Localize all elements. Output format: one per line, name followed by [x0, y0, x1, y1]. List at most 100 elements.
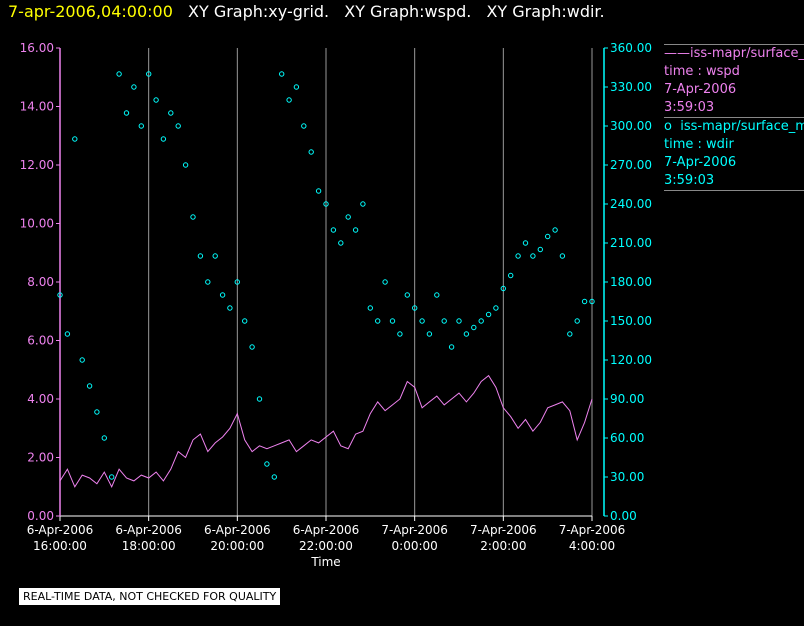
x-tick-label-date: 6-Apr-2006 [293, 523, 360, 537]
x-tick-label-date: 7-Apr-2006 [470, 523, 537, 537]
data-point-wdir [242, 318, 248, 324]
x-tick-label-time: 20:00:00 [210, 539, 264, 553]
data-point-wdir [94, 409, 100, 415]
data-point-wdir [412, 305, 418, 311]
data-point-wdir [315, 188, 322, 194]
data-point-wdir [190, 214, 196, 220]
data-point-wdir [545, 233, 551, 240]
left-y-tick-label: 12.00 [20, 158, 54, 172]
right-y-tick-label: 30.00 [610, 470, 644, 484]
right-y-tick-label: 240.00 [610, 197, 652, 211]
data-point-wdir [567, 331, 573, 337]
data-point-wdir [581, 298, 588, 305]
series-line-wspd [59, 374, 593, 488]
legend-series-date: 7-Apr-2006 [664, 82, 737, 97]
data-point-wdir [478, 318, 484, 324]
data-point-wdir [271, 474, 277, 480]
data-point-wdir [182, 162, 189, 168]
data-point-wdir [441, 318, 447, 324]
data-point-wdir [404, 292, 410, 298]
data-point-wdir [86, 383, 93, 389]
data-point-wdir [537, 246, 543, 253]
data-point-wdir [389, 318, 396, 324]
right-y-tick-label: 270.00 [610, 158, 652, 172]
data-point-wdir [57, 292, 63, 298]
data-point-wdir [352, 227, 359, 233]
data-point-wdir [559, 253, 566, 259]
graph-header: 7-apr-2006,04:00:00 XY Graph:xy-grid. XY… [8, 2, 615, 21]
data-point-wdir [256, 396, 263, 402]
x-axis-label: Time [310, 555, 340, 569]
left-y-tick-label: 14.00 [20, 100, 54, 114]
data-point-wdir [138, 123, 145, 129]
legend-entry-wspd[interactable]: ——iss-mapr/surface_m time : wspd 7-Apr-2… [664, 45, 804, 117]
data-point-wdir [286, 97, 292, 103]
graph-title-xy-grid: XY Graph:xy-grid. [188, 2, 330, 21]
data-point-wdir [434, 292, 440, 298]
x-tick-label-date: 7-Apr-2006 [559, 523, 626, 537]
legend-series-time: 3:59:03 [664, 173, 715, 188]
data-point-wdir [64, 331, 71, 337]
data-point-wdir [360, 201, 366, 207]
right-y-tick-label: 60.00 [610, 431, 644, 445]
data-point-wdir [123, 110, 130, 116]
data-point-wdir [101, 435, 108, 441]
x-tick-label-time: 18:00:00 [122, 539, 176, 553]
data-point-wdir [426, 331, 433, 337]
left-y-tick-label: 6.00 [27, 334, 54, 348]
data-point-wdir [175, 123, 181, 129]
data-point-wdir [330, 227, 337, 233]
left-y-tick-label: 4.00 [27, 392, 54, 406]
right-y-tick-label: 210.00 [610, 236, 652, 250]
x-tick-label-date: 7-Apr-2006 [381, 523, 448, 537]
right-y-tick-label: 0.00 [610, 509, 637, 523]
x-tick-label-time: 0:00:00 [392, 539, 438, 553]
legend-entry-wdir[interactable]: o iss-mapr/surface_m time : wdir 7-Apr-2… [664, 118, 804, 190]
data-point-wdir [79, 357, 85, 363]
data-point-wdir [153, 97, 159, 103]
data-point-wdir [345, 214, 351, 220]
x-tick-label-time: 16:00:00 [33, 539, 87, 553]
data-point-wdir [589, 298, 595, 305]
left-y-tick-label: 16.00 [20, 41, 54, 55]
graph-title-wspd: XY Graph:wspd. [344, 2, 472, 21]
x-tick-label-time: 2:00:00 [480, 539, 526, 553]
data-point-wdir [493, 305, 499, 311]
current-timestamp: 7-apr-2006,04:00:00 [8, 2, 173, 21]
legend: ——iss-mapr/surface_m time : wspd 7-Apr-2… [664, 44, 804, 191]
data-point-wdir [234, 279, 241, 285]
left-y-tick-label: 10.00 [20, 217, 54, 231]
right-y-tick-label: 180.00 [610, 275, 652, 289]
data-point-wdir [146, 71, 152, 77]
data-point-wdir [293, 84, 300, 90]
legend-series-date: 7-Apr-2006 [664, 155, 737, 170]
graph-title-wdir: XY Graph:wdir. [486, 2, 605, 21]
x-tick-label-time: 4:00:00 [569, 539, 615, 553]
left-y-tick-label: 8.00 [27, 275, 54, 289]
data-point-wdir [382, 279, 388, 285]
data-point-wdir [485, 311, 492, 318]
data-point-wdir [515, 253, 521, 259]
data-point-wdir [219, 292, 226, 298]
data-point-wdir [279, 71, 285, 77]
legend-series-label: time : wspd [664, 64, 740, 79]
data-point-wdir [249, 344, 255, 350]
legend-divider [664, 44, 804, 45]
legend-circle-symbol: o [664, 119, 672, 134]
x-tick-label-date: 6-Apr-2006 [115, 523, 182, 537]
left-y-tick-label: 0.00 [27, 509, 54, 523]
data-point-wdir [109, 474, 115, 480]
data-point-wdir [301, 123, 307, 129]
right-y-tick-label: 120.00 [610, 353, 652, 367]
data-point-wdir [456, 318, 462, 324]
data-point-wdir [116, 71, 122, 77]
left-y-tick-label: 2.00 [27, 451, 54, 465]
quality-warning-badge: REAL-TIME DATA, NOT CHECKED FOR QUALITY [19, 588, 281, 605]
data-point-wdir [160, 136, 167, 142]
data-point-wdir [552, 227, 558, 233]
data-point-wdir [197, 253, 204, 259]
right-y-tick-label: 360.00 [610, 41, 652, 55]
right-y-tick-label: 150.00 [610, 314, 652, 328]
legend-divider [664, 117, 804, 118]
